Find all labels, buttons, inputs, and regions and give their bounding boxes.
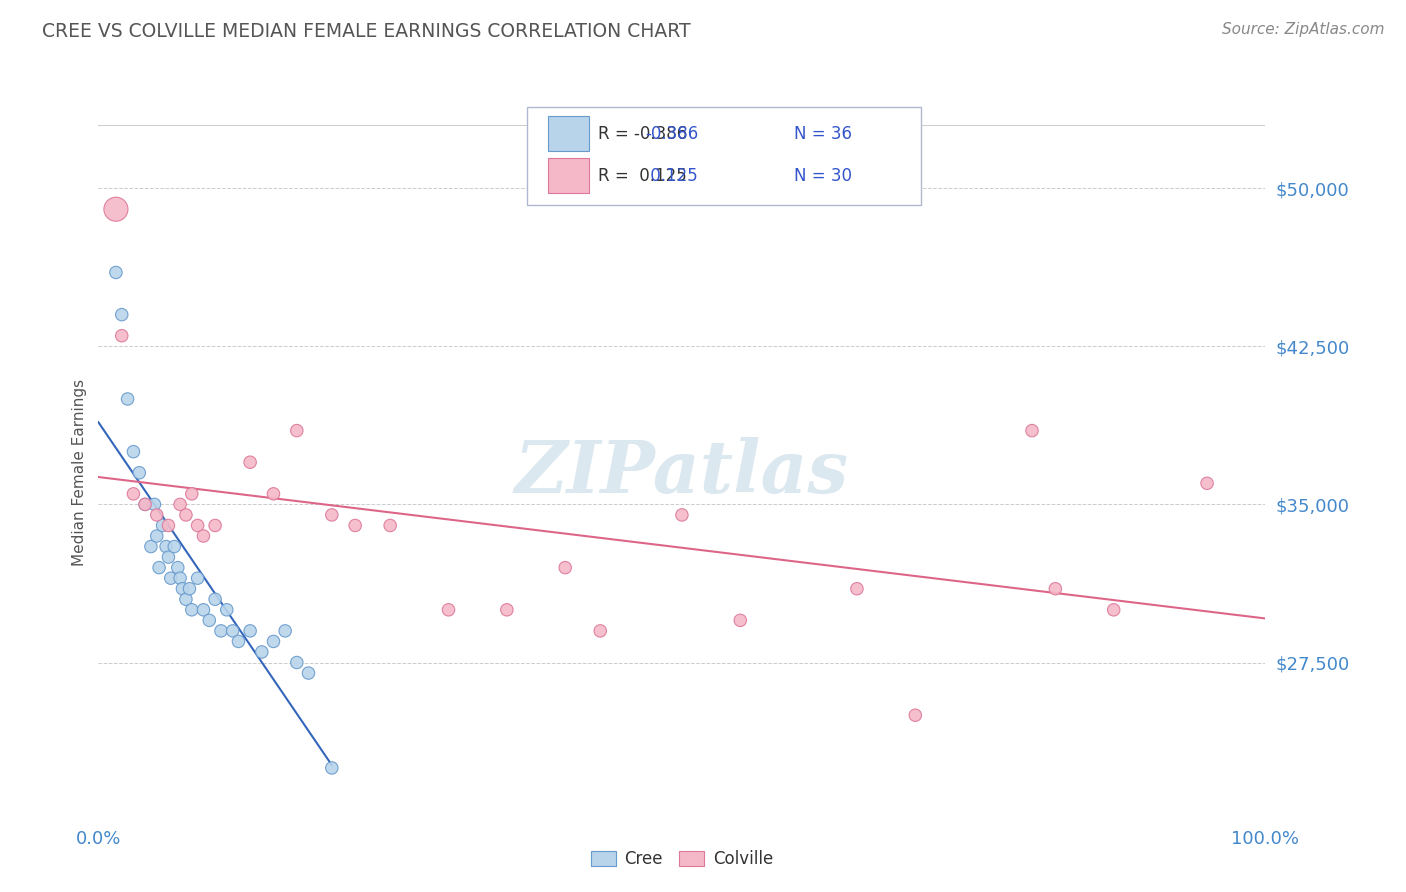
Point bbox=[262, 634, 284, 648]
Point bbox=[146, 529, 169, 543]
Point bbox=[180, 487, 202, 501]
Point bbox=[193, 603, 215, 617]
Text: N = 30: N = 30 bbox=[794, 167, 852, 185]
Point bbox=[228, 634, 250, 648]
Text: CREE VS COLVILLE MEDIAN FEMALE EARNINGS CORRELATION CHART: CREE VS COLVILLE MEDIAN FEMALE EARNINGS … bbox=[42, 22, 690, 41]
Point bbox=[297, 666, 319, 681]
Point bbox=[437, 603, 460, 617]
Point bbox=[344, 518, 367, 533]
Text: ZIPatlas: ZIPatlas bbox=[515, 437, 849, 508]
Text: 0.125: 0.125 bbox=[645, 167, 699, 185]
Point bbox=[111, 328, 134, 343]
Point bbox=[239, 624, 262, 638]
Text: N = 36: N = 36 bbox=[794, 125, 852, 143]
Point bbox=[180, 603, 202, 617]
Point bbox=[285, 656, 308, 670]
Point bbox=[671, 508, 693, 522]
Point bbox=[139, 540, 162, 554]
Point bbox=[146, 508, 169, 522]
Point bbox=[148, 560, 170, 574]
Point bbox=[117, 392, 139, 406]
Point bbox=[730, 613, 752, 627]
Point bbox=[204, 518, 226, 533]
Point bbox=[321, 508, 343, 522]
Point bbox=[495, 603, 517, 617]
Point bbox=[169, 571, 191, 585]
Point bbox=[193, 529, 215, 543]
Point bbox=[128, 466, 150, 480]
Point bbox=[163, 540, 186, 554]
Point bbox=[169, 497, 191, 511]
Point bbox=[198, 613, 221, 627]
Point bbox=[174, 592, 197, 607]
Point bbox=[159, 571, 181, 585]
Point bbox=[187, 571, 209, 585]
Point bbox=[378, 518, 402, 533]
Point bbox=[285, 424, 308, 438]
Point bbox=[134, 497, 156, 511]
Point bbox=[174, 508, 197, 522]
Point bbox=[262, 487, 284, 501]
Text: -0.386: -0.386 bbox=[645, 125, 699, 143]
Point bbox=[152, 518, 174, 533]
Point bbox=[1195, 476, 1218, 491]
Text: R = -0.386: R = -0.386 bbox=[598, 125, 686, 143]
Point bbox=[122, 487, 145, 501]
Point bbox=[157, 550, 180, 565]
Point bbox=[239, 455, 262, 469]
Point bbox=[143, 497, 166, 511]
Point bbox=[166, 560, 188, 574]
Point bbox=[104, 202, 127, 217]
Point bbox=[250, 645, 273, 659]
Point bbox=[204, 592, 226, 607]
Point bbox=[122, 444, 145, 458]
Point bbox=[1102, 603, 1125, 617]
Point bbox=[845, 582, 868, 596]
Point bbox=[209, 624, 232, 638]
Point bbox=[274, 624, 297, 638]
Point bbox=[321, 761, 343, 775]
Text: Source: ZipAtlas.com: Source: ZipAtlas.com bbox=[1222, 22, 1385, 37]
Point bbox=[589, 624, 612, 638]
Point bbox=[155, 540, 177, 554]
Point bbox=[554, 560, 576, 574]
Point bbox=[1045, 582, 1067, 596]
Point bbox=[187, 518, 209, 533]
Point bbox=[1021, 424, 1043, 438]
Point bbox=[221, 624, 243, 638]
Point bbox=[172, 582, 194, 596]
Point bbox=[215, 603, 238, 617]
Y-axis label: Median Female Earnings: Median Female Earnings bbox=[72, 379, 87, 566]
Point bbox=[157, 518, 180, 533]
Text: R =  0.125: R = 0.125 bbox=[598, 167, 686, 185]
Legend: Cree, Colville: Cree, Colville bbox=[585, 844, 779, 875]
Point bbox=[134, 497, 156, 511]
Point bbox=[111, 308, 134, 322]
Point bbox=[104, 265, 127, 279]
Point bbox=[904, 708, 927, 723]
Point bbox=[179, 582, 201, 596]
